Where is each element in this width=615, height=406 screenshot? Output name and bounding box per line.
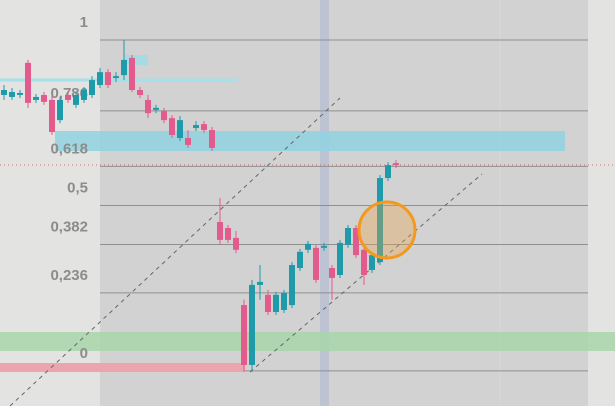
candle-body [1,90,7,95]
candle-body [161,111,167,121]
candle-body [105,72,111,86]
candle-body [353,227,359,256]
candle-body [233,237,239,250]
candle-body [241,305,247,365]
candle-body [81,90,87,100]
candle-body [361,249,367,275]
zone-red [0,363,245,372]
candle-body [57,99,63,121]
candle-body [17,92,23,95]
candle-body [153,107,159,110]
candle-body [169,118,175,136]
candle-body [25,62,31,103]
candle-body [345,227,351,245]
candle-body [313,247,319,280]
candle-body [33,96,39,100]
zone-green [0,332,615,351]
zone-cyan-small [125,55,148,65]
candle-body [225,227,231,240]
highlight-circle [357,200,417,260]
candle-body [97,72,103,86]
candle-body [273,294,279,313]
candle-body [393,163,399,166]
candle-body [41,94,47,102]
candles [1,40,399,372]
candle-body [185,137,191,145]
y-tick-label: 0 [80,345,88,362]
candle-body [177,120,183,138]
candle-body [249,284,255,365]
y-tick-label: 0,618 [50,140,88,157]
candle-body [73,94,79,105]
candle-body [305,243,311,250]
y-tick-label: 0,5 [67,179,88,196]
candle-body [9,91,15,97]
candle-body [329,268,335,278]
candle-body [137,90,143,95]
candle-body [257,281,263,285]
time-highlight [320,0,329,406]
candle-body [209,130,215,148]
candle-body [217,222,223,240]
candle-body [121,59,127,76]
candle-body [281,292,287,311]
trend-line [9,97,341,406]
y-tick-label: 1 [80,14,88,31]
zone-cyan [55,131,565,151]
candle-body [369,255,375,271]
candle-body [265,294,271,313]
candle-body [129,57,135,91]
candle-body [65,94,71,100]
y-tick-label: 0,236 [50,267,88,284]
grid [100,39,588,372]
candle-body [337,242,343,275]
candle-body [289,265,295,306]
candle-body [201,124,207,131]
y-tick-label: 0,382 [50,219,88,236]
candle-body [113,76,119,79]
candle-body [385,165,391,179]
candle-body [321,245,327,248]
candle-body [193,125,199,129]
candle-body [145,99,151,114]
candle-body [49,99,55,133]
candle-body [377,178,383,263]
candle-body [89,80,95,95]
candle-body [297,251,303,269]
